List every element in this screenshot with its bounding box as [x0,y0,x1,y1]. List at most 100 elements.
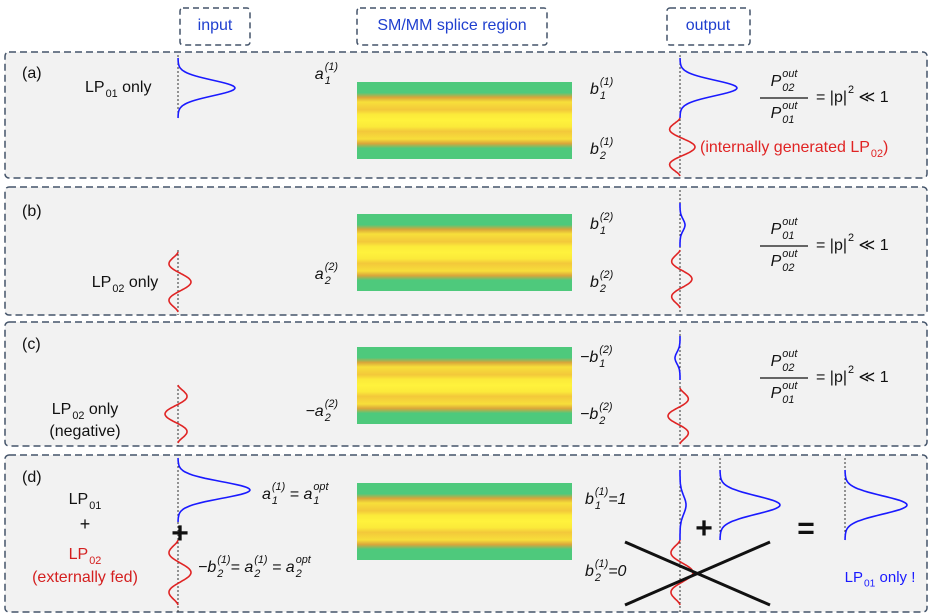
label-sup: (2) [599,344,612,356]
label-sub: 01 [89,500,101,512]
label-sup: (1) [595,558,608,570]
label-sub: 1 [600,90,606,102]
label-sup: out [782,248,798,260]
label-text: LP [52,401,72,418]
label-text: = |p| [816,369,847,386]
label-text: a [315,266,324,283]
label-text: ≪ 1 [854,237,889,254]
label-sub: 1 [313,495,319,507]
label-sup: (2) [325,398,338,410]
label-sub: 2 [295,568,302,580]
panel-tag: (b) [22,203,42,220]
label-text: b [590,274,599,291]
panel-tag: (a) [22,65,42,82]
header-input: input [198,17,233,34]
label-text: = |p| [816,89,847,106]
label-sub: 2 [598,415,605,427]
label-sup: opt [296,554,312,566]
label-text: =0 [608,563,626,580]
label-text: (internally generated LP [700,139,870,156]
panel-tag: (d) [22,469,42,486]
label-sub: 02 [72,410,84,422]
label-text: −b [580,406,598,423]
label-text: P [771,73,782,90]
label-text: (externally fed) [32,569,138,586]
label-sub: 2 [599,283,606,295]
label-text: ≪ 1 [854,89,889,106]
label-sup: (1) [325,61,338,73]
equals-sign: = [797,512,815,545]
label-sup: opt [313,481,329,493]
label-sub: 02 [782,82,794,94]
label-text: a [262,486,271,503]
header: input SM/MM splice region output [180,8,750,45]
header-output: output [686,17,731,34]
label-text: P [771,105,782,122]
label-sup: (2) [600,269,613,281]
label-sub: 02 [89,555,101,567]
label-text: LP [69,546,89,563]
label-text: a [303,486,312,503]
header-splice: SM/MM splice region [377,17,526,34]
label-text: = [268,559,286,576]
label-sup: (1) [254,554,267,566]
label-sub: 01 [782,114,794,126]
label-text: LP [85,79,105,96]
label-text: LP [845,569,863,586]
label-sup: out [782,380,798,392]
fiber-splice [357,483,572,560]
label-sub: 02 [782,362,794,374]
label-text: = [231,559,245,576]
label-sup: (2) [599,401,612,413]
label-sup: (1) [217,554,230,566]
label-sup: out [782,216,798,228]
diagram: input SM/MM splice region output (a)LP01… [0,0,933,615]
label-text: −b [198,559,216,576]
label-text: LP [92,274,112,291]
label-text: P [771,221,782,238]
label-sup: (1) [600,76,613,88]
label-text: a [244,559,253,576]
input-label: (negative) [49,423,120,440]
plus-sign: + [695,512,713,545]
label-sub: 2 [599,150,606,162]
label-sub: 01 [782,394,794,406]
label-sup: out [782,68,798,80]
label-text: ) [883,139,888,156]
label-sub: 2 [253,568,260,580]
label-text: (negative) [49,423,120,440]
label-text: −a [305,403,323,420]
label-sup: (2) [325,261,338,273]
label-sub: 2 [216,568,223,580]
label-sub: 1 [595,500,601,512]
label-sup: (1) [272,481,285,493]
label-text: only [118,79,152,96]
label-text: P [771,253,782,270]
label-sub: 1 [600,225,606,237]
label-text: b [585,563,594,580]
label-sub: 1 [272,495,278,507]
panel-tag: (c) [22,336,41,353]
label-sub: 2 [324,275,331,287]
label-text: + [80,514,91,534]
label-sub: 1 [325,75,331,87]
label-text: ≪ 1 [854,369,889,386]
label-text: −b [580,349,598,366]
label-sup: out [782,100,798,112]
label-text: LP [69,491,89,508]
label-text: a [286,559,295,576]
label-sub: 2 [594,572,601,584]
fiber-splice [357,347,572,424]
input-label: (externally fed) [32,569,138,586]
label-sup: (1) [595,486,608,498]
label-text: b [590,141,599,158]
label-sub: 01 [782,230,794,242]
label-sup: (2) [600,211,613,223]
label-sub: 01 [106,88,118,100]
label-sup: out [782,348,798,360]
label-text: b [585,491,594,508]
fiber-splice [357,214,572,291]
label-text: = |p| [816,237,847,254]
label-text: P [771,353,782,370]
label-sub: 01 [864,578,876,589]
